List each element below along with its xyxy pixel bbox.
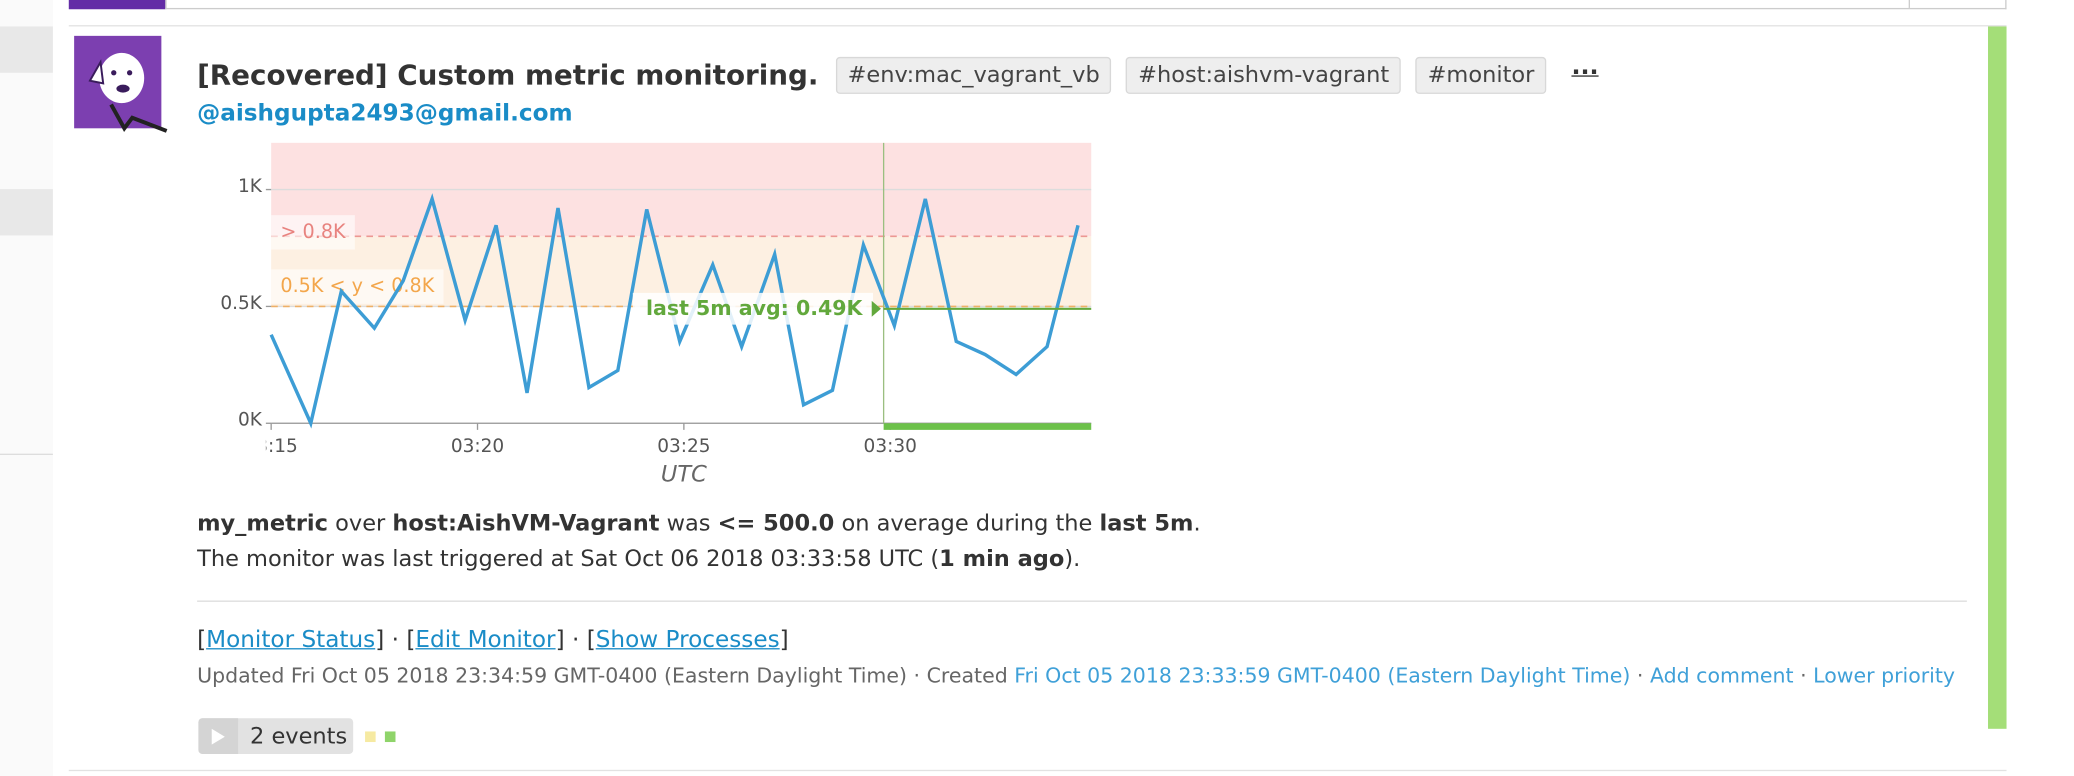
created-link[interactable]: Fri Oct 05 2018 23:33:59 GMT-0400 (Easte… <box>1014 663 1631 688</box>
tag[interactable]: #monitor <box>1415 56 1547 94</box>
status-bar <box>1988 26 2007 729</box>
avg-label-bg <box>632 292 874 325</box>
avg-arrow <box>871 300 881 317</box>
logo-strip <box>68 0 166 10</box>
sidebar-item[interactable] <box>0 26 53 73</box>
separator: · <box>384 626 407 654</box>
link-row: [Monitor Status] · [Edit Monitor] · [Sho… <box>197 627 789 653</box>
x-tick-label: 03:30 <box>864 436 917 457</box>
event-dot <box>365 731 376 743</box>
x-tick-group: 03:15 03:20 03:25 03:30 <box>244 436 917 457</box>
text: . <box>1193 510 1201 538</box>
bracket: ] <box>555 626 565 654</box>
tag[interactable]: #host:aishvm-vagrant <box>1126 56 1402 94</box>
events-count: 2 events <box>249 722 348 750</box>
author-link[interactable]: @aishgupta2493@gmail.com <box>197 100 573 127</box>
search-box[interactable] <box>165 0 2007 10</box>
x-tick-label: 03:15 <box>244 436 297 457</box>
x-axis-label: UTC <box>661 461 707 487</box>
status-strip <box>883 423 1092 430</box>
ago: 1 min ago <box>939 546 1065 573</box>
search-button[interactable] <box>1908 0 2007 8</box>
text: was <box>659 510 718 538</box>
bracket: [ <box>586 626 596 654</box>
sidebar <box>0 0 53 776</box>
text: over <box>327 510 393 538</box>
message-line: my_metric over host:AishVM-Vagrant was <… <box>197 507 1201 543</box>
tag-list: #env:mac_vagrant_vb #host:aishvm-vagrant #… <box>835 56 1547 94</box>
y-tick-label: 0K <box>238 410 263 431</box>
threshold: <= 500.0 <box>717 510 835 538</box>
threshold-label-bg <box>271 215 355 250</box>
window: last 5m <box>1099 510 1194 538</box>
sidebar-divider <box>0 453 53 456</box>
y-tick-label: 1K <box>238 176 263 197</box>
message-line: The monitor was last triggered at Sat Oc… <box>197 542 1201 578</box>
threshold-label: > 0.8K <box>280 220 346 243</box>
link[interactable]: Show Processes <box>595 626 780 654</box>
separator: · <box>907 663 927 688</box>
action-link[interactable]: Add comment <box>1649 663 1794 688</box>
x-tick-label: 03:20 <box>451 436 504 457</box>
link[interactable]: Edit Monitor <box>415 626 556 654</box>
updated: Updated Fri Oct 05 2018 23:34:59 GMT-040… <box>197 663 908 688</box>
text: on average during the <box>834 510 1100 538</box>
separator: · <box>564 626 587 654</box>
link[interactable]: Monitor Status <box>206 626 376 654</box>
card-top <box>68 25 2007 27</box>
threshold-label-bg <box>271 269 444 304</box>
created-label: Created <box>926 663 1008 688</box>
message: my_metric over host:AishVM-Vagrant was <… <box>197 507 1201 578</box>
events-button[interactable]: 2 events <box>198 718 354 754</box>
bracket: [ <box>197 626 207 654</box>
play-icon <box>198 718 239 754</box>
play-triangle <box>211 728 225 745</box>
metric: my_metric <box>197 510 328 538</box>
event-dot <box>384 731 396 743</box>
bracket: ] <box>779 626 789 654</box>
event-title: [Recovered] Custom metric monitoring. <box>197 59 819 92</box>
footer: Updated Fri Oct 05 2018 23:34:59 GMT-040… <box>197 664 1955 688</box>
bracket: ] <box>375 626 385 654</box>
text: The monitor was last triggered at Sat Oc… <box>197 546 940 573</box>
threshold-label: 0.5K < y < 0.8K <box>280 274 434 297</box>
more-menu[interactable]: ... <box>1571 52 1599 81</box>
event-header: [Recovered] Custom metric monitoring. #e… <box>197 52 1599 94</box>
avg-label: last 5m avg: 0.49K <box>646 296 864 320</box>
sidebar-item[interactable] <box>0 189 53 236</box>
avatar <box>74 35 168 133</box>
x-tick-label: 03:25 <box>657 436 710 457</box>
line <box>269 193 1080 429</box>
bracket: [ <box>406 626 416 654</box>
text: ). <box>1064 546 1081 573</box>
card-bottom <box>68 769 2007 772</box>
separator: · <box>1793 663 1814 688</box>
host: host:AishVM-Vagrant <box>392 510 660 538</box>
tag[interactable]: #env:mac_vagrant_vb <box>835 56 1112 94</box>
action-link[interactable]: Lower priority <box>1813 663 1956 688</box>
y-tick-label: 0.5K <box>220 293 262 314</box>
separator: · <box>1636 663 1650 688</box>
divider <box>197 600 1967 602</box>
